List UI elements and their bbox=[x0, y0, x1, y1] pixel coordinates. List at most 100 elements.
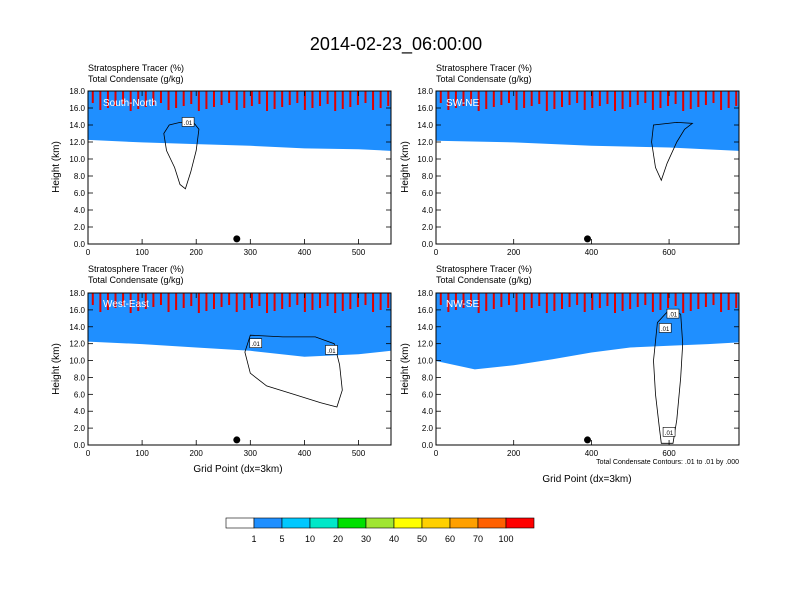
y-tick-label: 10.0 bbox=[69, 155, 85, 164]
y-tick-label: 12.0 bbox=[69, 340, 85, 349]
tracer-streak bbox=[515, 293, 518, 312]
tracer-streak bbox=[727, 293, 730, 310]
tracer-streak bbox=[659, 91, 662, 108]
plot-area: .01 .01 0.0 2.0 4.0 6.0 8.0 10.0 12.0 14.0 16.0 18.… bbox=[69, 289, 392, 458]
tracer-streak bbox=[167, 91, 170, 110]
tracer-streak bbox=[553, 91, 556, 109]
tracer-streak bbox=[228, 91, 231, 103]
x-tick-label: 0 bbox=[86, 449, 91, 458]
tracer-streak bbox=[462, 293, 465, 308]
tracer-streak bbox=[137, 293, 140, 311]
y-tick-label: 10.0 bbox=[69, 357, 85, 366]
tracer-streak bbox=[704, 91, 707, 105]
colorbar-swatch bbox=[477, 517, 507, 529]
contour-label: .01 bbox=[327, 349, 336, 355]
tracer-streak bbox=[288, 91, 291, 105]
y-tick-label: 12.0 bbox=[417, 340, 433, 349]
contour-label: .01 bbox=[669, 313, 678, 319]
tracer-streak bbox=[674, 293, 677, 306]
y-tick-label: 4.0 bbox=[422, 206, 434, 215]
tracer-streak bbox=[614, 91, 617, 111]
tracer-streak bbox=[296, 91, 299, 103]
tracer-streak bbox=[311, 91, 314, 108]
tracer-streak bbox=[212, 91, 215, 107]
y-tick-label: 14.0 bbox=[417, 323, 433, 332]
y-tick-label: 18.0 bbox=[417, 87, 433, 96]
colorbar-swatch bbox=[309, 517, 339, 529]
y-tick-label: 16.0 bbox=[417, 104, 433, 113]
tracer-streak bbox=[387, 91, 390, 106]
y-axis-label: Height (km) bbox=[400, 343, 411, 395]
contour-label: .01 bbox=[665, 431, 674, 437]
y-tick-label: 0.0 bbox=[74, 240, 86, 249]
tracer-streak bbox=[228, 293, 231, 305]
tracer-streak bbox=[576, 293, 579, 305]
tracer-streak bbox=[477, 293, 480, 313]
tracer-streak bbox=[636, 91, 639, 105]
tracer-streak bbox=[144, 293, 147, 309]
tracer-streak bbox=[553, 293, 556, 311]
tracer-streak bbox=[621, 91, 624, 109]
tracer-streak bbox=[712, 293, 715, 305]
tracer-streak bbox=[341, 91, 344, 109]
tracer-streak bbox=[439, 293, 442, 305]
x-tick-label: 300 bbox=[244, 248, 258, 257]
y-tick-label: 8.0 bbox=[74, 172, 86, 181]
panel-label: SW-NE bbox=[446, 98, 479, 109]
panel-subtitle-1: Stratosphere Tracer (%) bbox=[88, 63, 184, 73]
tracer-streak bbox=[583, 293, 586, 312]
plot-area: .01 0.0 2.0 4.0 6.0 8.0 10.0 12.0 14.0 16.0 18.0 0 1… bbox=[69, 87, 392, 257]
colorbar-swatch bbox=[365, 517, 395, 529]
panel-subtitle-2: Total Condensate (g/kg) bbox=[88, 74, 184, 84]
tracer-streak bbox=[689, 293, 692, 311]
colorbar-label: 60 bbox=[445, 534, 455, 544]
plot-frame bbox=[87, 90, 392, 245]
colorbar-label: 40 bbox=[389, 534, 399, 544]
tracer-streak bbox=[682, 91, 685, 111]
tracer-streak bbox=[485, 293, 488, 311]
location-marker bbox=[584, 436, 591, 444]
colorbar-swatch bbox=[449, 517, 479, 529]
panel-subtitle-1: Stratosphere Tracer (%) bbox=[436, 63, 532, 73]
x-axis-label: Grid Point (dx=3km) bbox=[542, 474, 631, 485]
y-axis-label: Height (km) bbox=[51, 141, 62, 193]
x-tick-label: 200 bbox=[190, 449, 204, 458]
tracer-streak bbox=[303, 293, 306, 312]
tracer-band bbox=[88, 293, 391, 357]
tracer-streak bbox=[644, 91, 647, 103]
tracer-streak bbox=[651, 91, 654, 110]
condensate-contour bbox=[651, 121, 694, 182]
y-tick-label: 6.0 bbox=[422, 390, 434, 399]
tracer-streak bbox=[644, 293, 647, 305]
x-tick-label: 500 bbox=[352, 449, 366, 458]
colorbar-label: 70 bbox=[473, 534, 483, 544]
tracer-streak bbox=[667, 293, 670, 308]
tracer-streak bbox=[720, 293, 723, 312]
panel-nw-se: Stratosphere Tracer (%) Total Condensate… bbox=[400, 264, 740, 485]
tracer-streak bbox=[167, 293, 170, 312]
tracer-streak bbox=[591, 91, 594, 108]
tracer-streak bbox=[106, 91, 109, 108]
y-tick-label: 14.0 bbox=[69, 323, 85, 332]
tracer-streak bbox=[583, 91, 586, 110]
y-tick-label: 2.0 bbox=[74, 223, 86, 232]
tracer-streak bbox=[447, 91, 450, 110]
tracer-streak bbox=[515, 91, 518, 110]
tracer-streak bbox=[137, 91, 140, 109]
tracer-streak bbox=[91, 91, 94, 103]
tracer-streak bbox=[152, 91, 155, 105]
tracer-streak bbox=[545, 91, 548, 111]
tracer-streak bbox=[651, 293, 654, 312]
tracer-streak bbox=[349, 293, 352, 309]
tracer-streak bbox=[492, 293, 495, 309]
tracer-streak bbox=[560, 293, 563, 309]
tracer-streak bbox=[114, 293, 117, 308]
y-tick-label: 10.0 bbox=[417, 155, 433, 164]
tracer-streak bbox=[576, 91, 579, 103]
location-marker bbox=[584, 235, 591, 243]
tracer-streak bbox=[356, 293, 359, 307]
tracer-streak bbox=[197, 91, 200, 111]
tracer-streak bbox=[439, 91, 442, 103]
tracer-streak bbox=[606, 91, 609, 104]
tracer-streak bbox=[311, 293, 314, 310]
